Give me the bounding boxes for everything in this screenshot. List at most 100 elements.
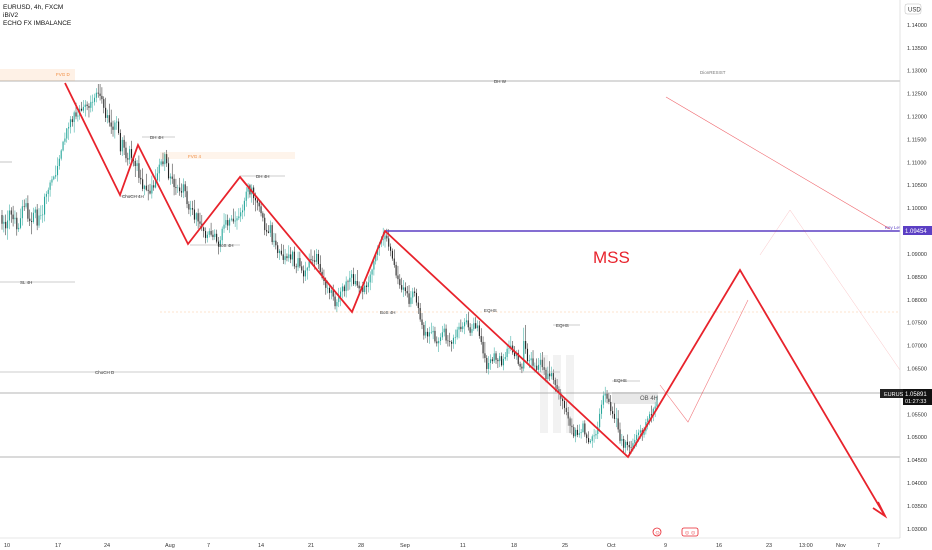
candle[interactable] xyxy=(153,180,155,191)
candle[interactable] xyxy=(64,132,66,145)
candle[interactable] xyxy=(81,101,83,112)
candle[interactable] xyxy=(69,116,72,134)
candle[interactable] xyxy=(197,208,199,229)
candle[interactable] xyxy=(82,100,84,113)
candle[interactable] xyxy=(515,350,517,360)
candle[interactable] xyxy=(299,251,301,269)
candle[interactable] xyxy=(171,163,173,184)
candle[interactable] xyxy=(467,311,469,331)
candle[interactable] xyxy=(297,251,299,271)
candle[interactable] xyxy=(414,287,416,297)
candle[interactable] xyxy=(55,165,57,179)
candle[interactable] xyxy=(271,222,273,245)
candle[interactable] xyxy=(66,127,68,143)
candle[interactable] xyxy=(234,211,236,227)
candle[interactable] xyxy=(277,242,279,259)
candle[interactable] xyxy=(27,195,29,222)
candle[interactable] xyxy=(610,395,612,416)
candle[interactable] xyxy=(184,181,186,198)
candle[interactable] xyxy=(384,232,386,248)
candle[interactable] xyxy=(502,353,504,371)
candle[interactable] xyxy=(419,302,421,322)
candle[interactable] xyxy=(430,322,432,335)
candle[interactable] xyxy=(73,110,75,133)
candle[interactable] xyxy=(6,210,9,240)
candle[interactable] xyxy=(328,284,331,300)
candle[interactable] xyxy=(352,267,355,287)
candle[interactable] xyxy=(575,427,577,443)
candle[interactable] xyxy=(580,428,582,439)
candle[interactable] xyxy=(99,84,101,101)
candle[interactable] xyxy=(16,212,18,236)
candle[interactable] xyxy=(334,293,336,310)
candle[interactable] xyxy=(441,325,443,341)
candle[interactable] xyxy=(203,226,205,238)
candle[interactable] xyxy=(589,439,591,444)
candle[interactable] xyxy=(530,352,532,367)
candle[interactable] xyxy=(282,244,284,265)
candle[interactable] xyxy=(188,201,190,215)
candle[interactable] xyxy=(438,337,440,353)
candle[interactable] xyxy=(569,416,571,434)
candle[interactable] xyxy=(539,352,541,373)
candle[interactable] xyxy=(388,229,390,251)
candle[interactable] xyxy=(58,155,60,170)
candle[interactable] xyxy=(504,352,506,361)
candle[interactable] xyxy=(149,183,151,195)
candle[interactable] xyxy=(484,341,486,363)
candle[interactable] xyxy=(427,328,429,343)
candle[interactable] xyxy=(217,237,220,255)
candle[interactable] xyxy=(319,255,321,275)
candle[interactable] xyxy=(130,140,133,163)
candle[interactable] xyxy=(562,396,564,410)
candle[interactable] xyxy=(160,159,162,167)
candle[interactable] xyxy=(532,350,534,369)
candle[interactable] xyxy=(221,226,223,245)
candle[interactable] xyxy=(199,212,201,227)
candle[interactable] xyxy=(482,336,484,359)
candle[interactable] xyxy=(399,274,401,289)
candle[interactable] xyxy=(229,217,231,233)
candle[interactable] xyxy=(391,248,393,261)
candle[interactable] xyxy=(349,270,351,290)
fvg-d-zone[interactable] xyxy=(0,69,75,81)
candle[interactable] xyxy=(5,214,7,236)
candle[interactable] xyxy=(365,281,368,295)
candle[interactable] xyxy=(60,149,62,161)
candle[interactable] xyxy=(264,213,266,236)
candle[interactable] xyxy=(608,392,610,405)
candle[interactable] xyxy=(97,84,99,98)
candle[interactable] xyxy=(106,109,109,124)
candle[interactable] xyxy=(10,207,12,223)
candle[interactable] xyxy=(556,379,558,392)
candle[interactable] xyxy=(565,401,567,416)
candle[interactable] xyxy=(210,222,212,237)
candle[interactable] xyxy=(84,100,86,117)
candle[interactable] xyxy=(36,204,38,231)
candle[interactable] xyxy=(125,141,127,163)
candle[interactable] xyxy=(475,317,477,330)
candle[interactable] xyxy=(45,191,47,205)
candle[interactable] xyxy=(112,120,114,137)
candle[interactable] xyxy=(108,103,110,127)
candle[interactable] xyxy=(232,208,234,224)
candle[interactable] xyxy=(29,209,31,227)
candle[interactable] xyxy=(436,336,438,347)
candle[interactable] xyxy=(489,354,492,370)
candle[interactable] xyxy=(434,326,436,344)
candle[interactable] xyxy=(95,88,97,103)
candle[interactable] xyxy=(402,280,405,298)
candle[interactable] xyxy=(506,345,508,361)
candle[interactable] xyxy=(140,169,142,185)
candle[interactable] xyxy=(47,187,49,202)
candle[interactable] xyxy=(452,334,455,349)
candle[interactable] xyxy=(491,357,493,364)
candle[interactable] xyxy=(129,145,131,165)
candle[interactable] xyxy=(136,160,138,172)
candle[interactable] xyxy=(44,193,46,222)
candle[interactable] xyxy=(269,220,271,238)
candle[interactable] xyxy=(288,245,290,262)
candle[interactable] xyxy=(393,249,395,268)
candle[interactable] xyxy=(621,434,623,446)
candle[interactable] xyxy=(604,386,606,403)
